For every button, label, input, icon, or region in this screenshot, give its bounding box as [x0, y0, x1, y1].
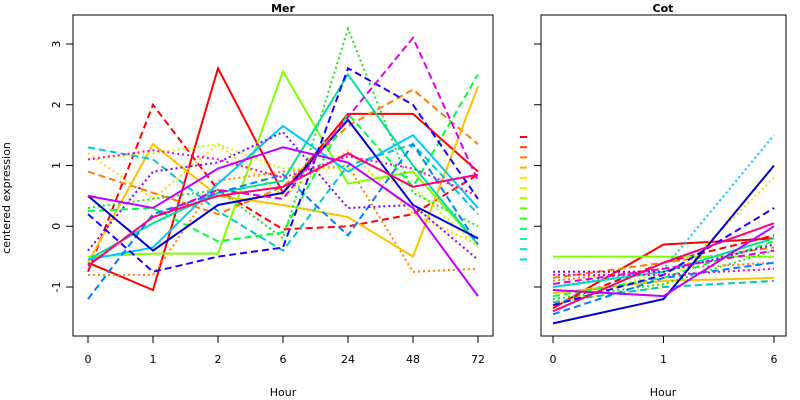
y-axis-label: centered expression	[0, 142, 13, 254]
panel-mer: Mer -1 0 1 2 3 0 1 2 6 24 48 72 Hour	[50, 2, 494, 399]
series-line-cot-19	[552, 249, 775, 285]
x-tick-label: 48	[406, 353, 420, 366]
series-line-cot-1	[552, 237, 775, 310]
series-line-cot-15	[552, 164, 775, 325]
x-tick-label: 1	[660, 353, 667, 366]
x-tick-label: 0	[85, 353, 92, 366]
series-line-mer-21	[87, 152, 479, 267]
series-line-mer-20	[87, 149, 479, 197]
series-line-cot-18	[552, 225, 775, 298]
series-line-mer-2	[87, 102, 479, 273]
panel-cot: Cot 0 1 6 Hour	[520, 2, 787, 399]
series-line-mer-11	[87, 72, 479, 261]
series-line-mer-14	[87, 142, 479, 300]
y-tick-label: 3	[50, 41, 63, 48]
y-tick-label: -1	[50, 282, 63, 293]
panel-title-mer: Mer	[271, 2, 295, 15]
x-tick-label: 6	[771, 353, 778, 366]
series-line-mer-3	[87, 88, 479, 216]
legend	[520, 136, 527, 261]
series-line-cot-12	[552, 279, 775, 304]
series-line-cot-20	[553, 267, 775, 276]
series-group-cot	[552, 134, 775, 325]
x-tick-label: 1	[150, 353, 157, 366]
x-tick-label: 24	[341, 353, 355, 366]
y-tick-label: 2	[50, 101, 63, 108]
series-line-cot-9	[552, 249, 775, 301]
x-tick-label: 6	[280, 353, 287, 366]
series-group-mer	[87, 25, 479, 300]
series-line-mer-8	[87, 68, 479, 258]
x-axis-cot: 0 1 6	[550, 336, 778, 366]
series-line-mer-15	[87, 118, 479, 252]
y-tick-label: 0	[50, 223, 63, 230]
series-line-mer-7	[87, 143, 479, 249]
x-axis-label-mer: Hour	[270, 386, 297, 399]
y-tick-label: 1	[50, 162, 63, 169]
series-line-cot-14	[552, 261, 775, 316]
series-line-mer-16	[87, 66, 479, 273]
series-line-mer-12	[87, 143, 479, 252]
series-line-mer-10	[87, 73, 479, 243]
x-tick-label: 0	[550, 353, 557, 366]
series-line-cot-13	[552, 134, 775, 288]
series-line-cot-2	[552, 234, 775, 307]
x-tick-label: 2	[215, 353, 222, 366]
series-line-cot-17	[553, 243, 775, 273]
series-line-mer-18	[87, 146, 479, 297]
series-line-mer-5	[87, 86, 479, 264]
y-axis-cot	[534, 43, 541, 288]
x-axis-mer: 0 1 2 6 24 48 72	[85, 336, 485, 366]
series-line-mer-9	[87, 25, 479, 241]
series-line-cot-21	[552, 222, 775, 313]
x-axis-label-cot: Hour	[650, 386, 677, 399]
panel-title-cot: Cot	[653, 2, 674, 15]
x-tick-label: 72	[471, 353, 485, 366]
series-line-mer-13	[87, 124, 479, 261]
series-line-mer-4	[88, 164, 479, 276]
y-axis-mer: -1 0 1 2 3	[50, 41, 73, 293]
